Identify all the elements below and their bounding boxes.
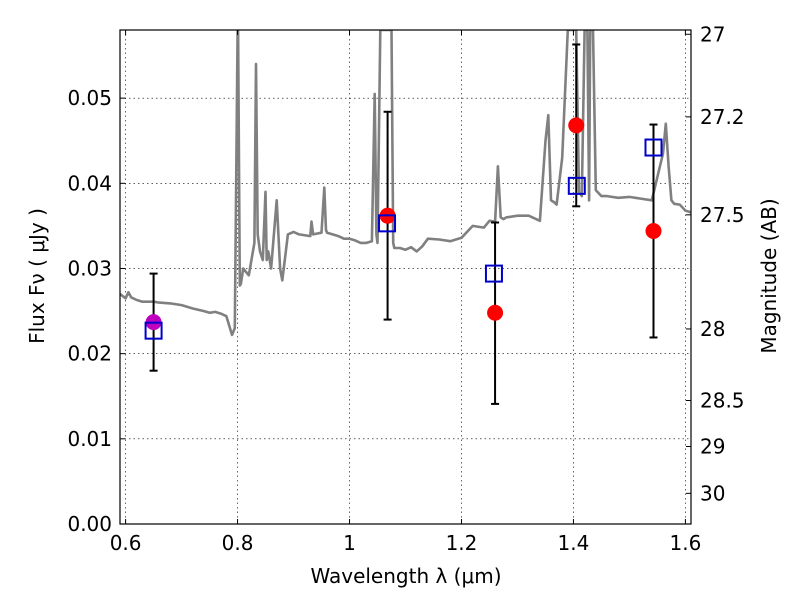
x-tick-label: 0.6: [110, 531, 142, 555]
y-tick-label: 0.04: [67, 171, 112, 195]
grid-lines: [120, 30, 691, 525]
y2-tick-label: 27: [700, 22, 725, 46]
model-flux-square: [144, 321, 163, 340]
y-tick-label: 0.01: [67, 427, 112, 451]
observed-flux-point: [568, 117, 585, 134]
model-spectrum-line: [120, 30, 691, 337]
tick-labels: 0.6 0.8 1 1.2 1.4 1.6 0.00 0.01 0.02 0.03 0.04 0.05…: [67, 22, 744, 555]
y2-tick-label: 27.5: [700, 203, 745, 227]
y-tick-label: 0.00: [67, 512, 112, 536]
x-tick-label: 1.6: [669, 531, 701, 555]
y2-tick-label: 27.2: [700, 105, 745, 129]
y-tick-label: 0.05: [67, 86, 112, 110]
observed-flux-point: [487, 304, 504, 321]
y-axis-label: Flux Fν ( μJy ): [25, 208, 49, 344]
y2-tick-label: 29: [700, 434, 725, 458]
axis-ticks: [120, 30, 691, 525]
y-tick-label: 0.02: [67, 342, 112, 366]
y2-tick-label: 28.5: [700, 389, 745, 413]
x-tick-label: 0.8: [222, 531, 254, 555]
y-tick-label: 0.03: [67, 256, 112, 280]
observed-flux-point: [645, 223, 662, 240]
x-tick-label: 1: [343, 531, 356, 555]
y2-tick-label: 28: [700, 317, 725, 341]
model-flux-square: [378, 214, 397, 233]
x-tick-label: 1.4: [558, 531, 590, 555]
model-flux-square: [644, 138, 663, 157]
y2-tick-label: 30: [700, 481, 725, 505]
plot-frame: [119, 29, 692, 525]
x-tick-label: 1.2: [446, 531, 478, 555]
x-axis-label: Wavelength λ (μm): [310, 564, 501, 588]
model-flux-square: [567, 176, 586, 195]
plot-area: [120, 30, 691, 405]
y2-axis-label: Magnitude (AB): [757, 198, 781, 353]
model-flux-square: [484, 264, 503, 283]
